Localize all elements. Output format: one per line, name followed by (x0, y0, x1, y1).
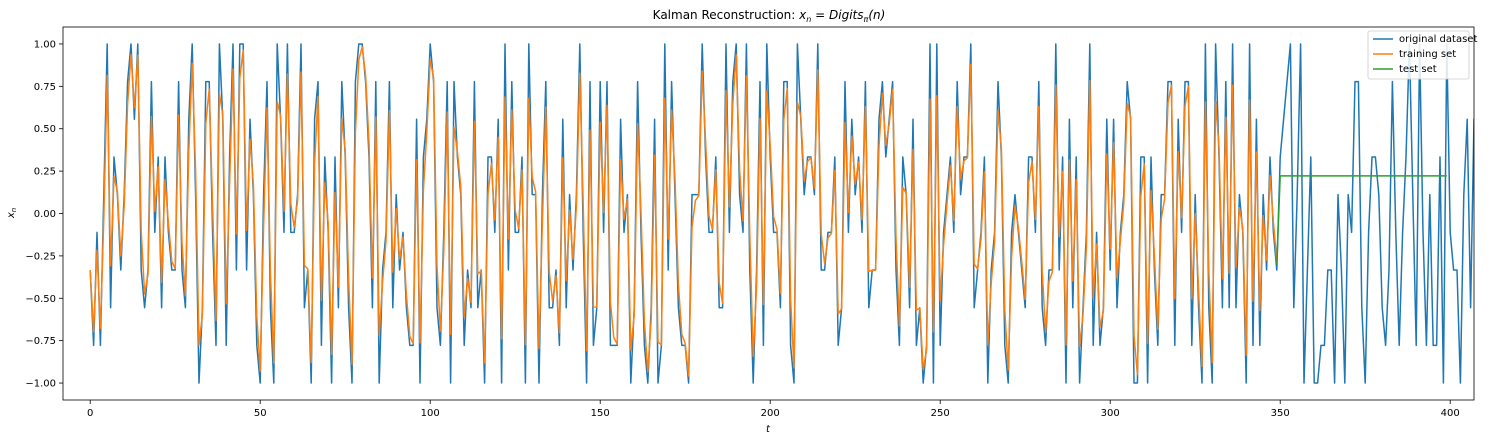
y-tick-label: 0.75 (34, 82, 56, 93)
x-tick-label: 300 (1101, 408, 1120, 419)
legend-box (1367, 30, 1470, 80)
x-tick-label: 50 (254, 408, 267, 419)
y-tick-label: 0.00 (34, 209, 56, 220)
y-tick-label: 0.25 (34, 167, 56, 178)
x-tick-label: 100 (421, 408, 440, 419)
y-tick-label: 1.00 (34, 39, 56, 50)
x-tick-label: 0 (87, 408, 93, 419)
legend-label-training: training set (1399, 49, 1456, 60)
chart-title: Kalman Reconstruction: xn = Digitsπ(n) (653, 8, 886, 24)
y-axis-label: xn (6, 208, 18, 219)
series-training-set (89, 46, 1278, 377)
x-tick-label: 150 (591, 408, 610, 419)
y-tick-label: −1.00 (25, 379, 56, 390)
y-tick-label: −0.75 (25, 336, 56, 347)
x-axis-label: t (766, 424, 771, 435)
legend-label-test: test set (1399, 64, 1437, 75)
series-test-set (1276, 175, 1447, 265)
series-original-dataset (89, 43, 1474, 384)
plot-area: 0 50 100 150 200 250 300 350 400 −1.00 −0.75 −0.50… (25, 26, 1475, 419)
x-tick-label: 200 (761, 408, 780, 419)
legend: original dataset training set test set (1367, 30, 1477, 80)
x-tick-label: 400 (1441, 408, 1460, 419)
y-tick-label: −0.50 (25, 294, 56, 305)
x-tick-label: 250 (931, 408, 950, 419)
legend-label-original: original dataset (1399, 34, 1477, 45)
x-tick-label: 350 (1271, 408, 1290, 419)
y-tick-label: −0.25 (25, 251, 56, 262)
y-tick-label: 0.50 (34, 124, 56, 135)
